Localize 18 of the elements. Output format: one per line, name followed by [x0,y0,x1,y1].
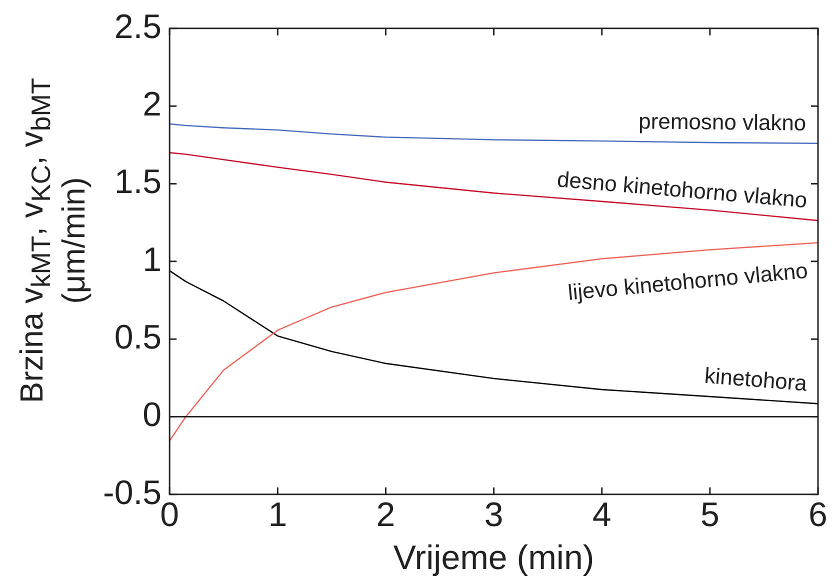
x-axis-title: Vrijeme (min) [393,538,594,577]
x-tick-label: 1 [268,496,288,534]
y-tick-label: 2.5 [114,8,162,46]
x-tick-label: 4 [592,496,612,534]
x-tick-label: 6 [808,496,828,534]
y-tick-label: 1 [142,240,162,279]
x-tick-label: 2 [376,496,396,534]
y-tick-label: 2 [142,85,162,124]
y-tick-label: 0.5 [114,318,162,356]
x-tick-label: 5 [700,496,720,534]
text: lijevo kinetohorno vlakno [566,258,809,305]
series-label: premosno vlakno [638,108,806,136]
y-tick-label: 0 [142,396,162,434]
series-label: kinetohora [704,362,809,396]
y-tick-label: 1.5 [114,163,162,202]
series-label: desno kinetohorno vlakno [556,166,808,213]
x-tick-label: 3 [484,496,504,534]
y-tick-label: -0.5 [102,474,162,512]
